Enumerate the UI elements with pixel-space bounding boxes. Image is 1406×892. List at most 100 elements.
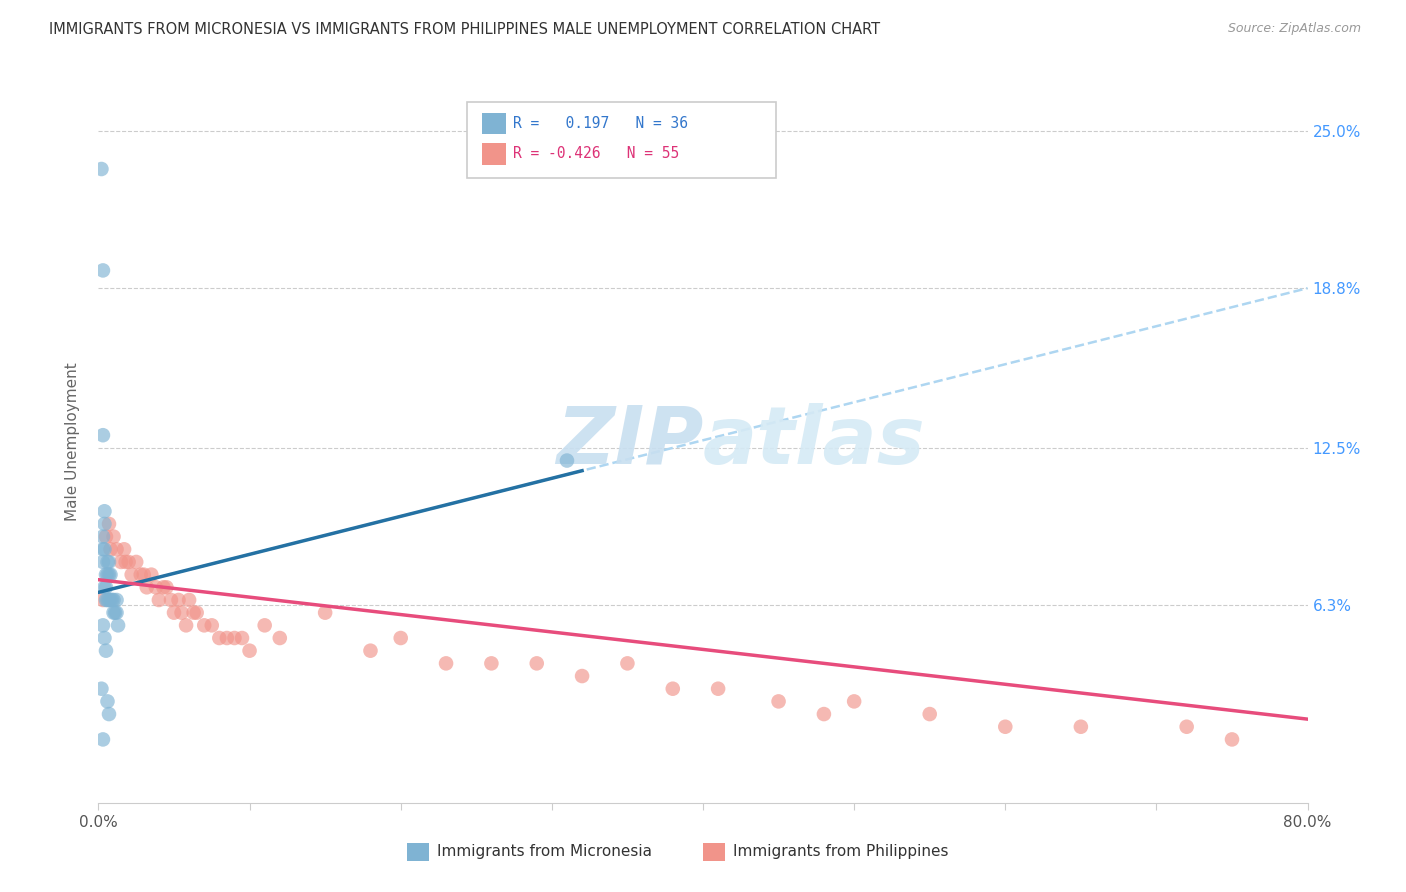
Point [90, 681, 112, 696]
Point [125, 555, 148, 569]
Text: R =   0.197   N = 36: R = 0.197 N = 36 [513, 116, 688, 131]
Y-axis label: Male Unemployment: Male Unemployment [65, 362, 80, 521]
Point [167, 593, 190, 607]
Point [91, 555, 114, 569]
Point [571, 669, 593, 683]
Point [91, 732, 114, 747]
Point [101, 593, 124, 607]
Point [96, 555, 118, 569]
Point [152, 580, 174, 594]
Point [121, 567, 143, 582]
Point [707, 681, 730, 696]
Point [91, 530, 114, 544]
Text: Source: ZipAtlas.com: Source: ZipAtlas.com [1227, 22, 1361, 36]
Point [110, 555, 132, 569]
Point [918, 707, 941, 722]
Point [224, 631, 246, 645]
Point [1070, 720, 1092, 734]
Point [813, 707, 835, 722]
Point [91, 263, 114, 277]
Text: R = -0.426   N = 55: R = -0.426 N = 55 [513, 146, 679, 161]
Point [91, 542, 114, 557]
FancyBboxPatch shape [467, 102, 776, 178]
Point [481, 657, 503, 671]
Point [93, 580, 115, 594]
Text: Immigrants from Philippines: Immigrants from Philippines [734, 844, 949, 859]
Point [163, 606, 186, 620]
Point [94, 580, 117, 594]
Point [107, 618, 129, 632]
Point [269, 631, 291, 645]
Point [104, 606, 127, 620]
Point [135, 580, 157, 594]
Point [1175, 720, 1198, 734]
Point [1220, 732, 1243, 747]
Point [93, 504, 115, 518]
Text: atlas: atlas [703, 402, 925, 481]
Text: Immigrants from Micronesia: Immigrants from Micronesia [437, 844, 652, 859]
Point [94, 593, 117, 607]
Point [103, 606, 125, 620]
Point [93, 631, 115, 645]
Point [661, 681, 683, 696]
Point [98, 593, 121, 607]
Point [160, 593, 183, 607]
Point [994, 720, 1017, 734]
Point [208, 631, 231, 645]
Point [100, 567, 122, 582]
Text: IMMIGRANTS FROM MICRONESIA VS IMMIGRANTS FROM PHILIPPINES MALE UNEMPLOYMENT CORR: IMMIGRANTS FROM MICRONESIA VS IMMIGRANTS… [49, 22, 880, 37]
Point [526, 657, 548, 671]
Point [253, 618, 276, 632]
Point [114, 555, 136, 569]
Point [100, 593, 122, 607]
Point [193, 618, 215, 632]
Point [360, 643, 382, 657]
Point [314, 606, 336, 620]
Point [112, 542, 135, 557]
Point [155, 580, 177, 594]
Point [91, 593, 114, 607]
Point [105, 593, 128, 607]
Point [555, 453, 578, 467]
Point [145, 580, 167, 594]
Point [231, 631, 253, 645]
Point [239, 643, 262, 657]
Point [186, 606, 208, 620]
Point [768, 694, 790, 708]
Point [96, 694, 118, 708]
Point [170, 606, 193, 620]
Point [183, 606, 205, 620]
Point [90, 161, 112, 176]
Point [98, 516, 121, 531]
Point [105, 542, 128, 557]
Point [103, 593, 125, 607]
Point [91, 618, 114, 632]
Point [389, 631, 412, 645]
Point [98, 567, 121, 582]
Point [94, 530, 117, 544]
Point [98, 707, 121, 722]
Point [174, 618, 197, 632]
Point [434, 657, 457, 671]
FancyBboxPatch shape [406, 843, 429, 861]
Point [96, 567, 118, 582]
Point [93, 542, 115, 557]
Point [129, 567, 152, 582]
Point [105, 606, 128, 620]
FancyBboxPatch shape [482, 143, 506, 165]
Point [132, 567, 155, 582]
Point [179, 593, 201, 607]
Point [141, 567, 163, 582]
FancyBboxPatch shape [482, 112, 506, 135]
Point [616, 657, 638, 671]
Point [96, 593, 118, 607]
Point [103, 530, 125, 544]
Point [148, 593, 170, 607]
Point [91, 428, 114, 442]
Point [100, 542, 122, 557]
Point [98, 555, 121, 569]
Point [118, 555, 141, 569]
Point [215, 631, 238, 645]
Point [93, 516, 115, 531]
FancyBboxPatch shape [703, 843, 724, 861]
